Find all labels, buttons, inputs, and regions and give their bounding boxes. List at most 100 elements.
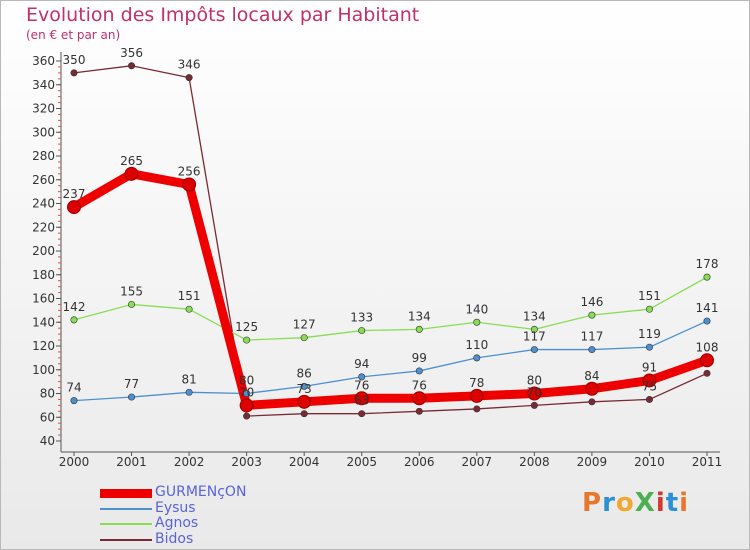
legend-swatch (100, 507, 152, 510)
data-point (645, 343, 653, 351)
data-point (358, 410, 366, 418)
legend-label: Bidos (155, 530, 194, 547)
logo-letter: o (615, 488, 635, 518)
data-point (354, 391, 369, 406)
data-point (473, 405, 481, 413)
data-point (70, 397, 78, 405)
data-point (70, 69, 78, 77)
data-point (358, 327, 366, 335)
series-line-eysus (73, 320, 708, 402)
data-point (185, 74, 193, 82)
data-point (703, 273, 711, 281)
data-label: 78 (469, 376, 484, 390)
data-label: 117 (523, 330, 546, 344)
data-point (642, 373, 657, 388)
data-label: 91 (642, 360, 657, 374)
series-line-agnos (73, 276, 708, 341)
data-label: 146 (580, 295, 603, 309)
data-point (700, 353, 714, 368)
data-point (530, 325, 538, 333)
data-label: 73 (297, 382, 312, 396)
legend-item: Agnos (100, 515, 300, 531)
data-point (530, 401, 538, 409)
y-tick-label: 120 (32, 339, 55, 353)
data-label: 108 (696, 340, 719, 354)
chart-title: Evolution des Impôts locaux par Habitant (26, 4, 420, 26)
legend-swatch (100, 538, 152, 541)
legend-swatch (100, 489, 152, 498)
y-tick-label: 160 (32, 292, 55, 306)
data-labels: 350 356 346 63 70 75 142 155 151 125 127 133 134 140 1… (63, 46, 719, 408)
data-point (412, 391, 427, 406)
legend-item: Eysus (100, 500, 300, 516)
data-point (128, 300, 136, 308)
x-tick-label: 2004 (289, 455, 320, 469)
series-line-bidos (73, 65, 708, 417)
y-tick-label: 300 (32, 125, 55, 139)
y-tick-label: 280 (32, 149, 55, 163)
data-label: 63 (354, 394, 369, 408)
x-tick-label: 2005 (346, 455, 377, 469)
data-label: 133 (350, 311, 373, 325)
y-tick-label: 60 (40, 410, 55, 424)
x-tick-label: 2006 (404, 455, 435, 469)
x-tick-label: 2008 (519, 455, 550, 469)
x-tick-label: 2010 (634, 455, 665, 469)
x-tick-label: 2007 (462, 455, 493, 469)
data-label: 140 (465, 302, 488, 316)
x-tick-label: 2011 (692, 455, 723, 469)
y-tick-label: 340 (32, 78, 55, 92)
legend-swatch (100, 523, 152, 525)
data-point (415, 367, 423, 375)
data-label: 151 (638, 289, 661, 303)
data-point (588, 398, 596, 406)
chart-subtitle: (en € et par an) (26, 28, 121, 42)
data-label: 75 (642, 379, 657, 393)
data-label: 356 (120, 46, 143, 60)
data-point (300, 382, 308, 390)
data-label: 86 (297, 366, 312, 380)
y-tick-label: 140 (32, 315, 55, 329)
data-label: 134 (523, 309, 546, 323)
data-point (182, 177, 197, 192)
data-point (239, 398, 254, 413)
legend-label: Eysus (155, 499, 196, 516)
data-point (703, 317, 711, 325)
logo-letter: r (602, 488, 616, 518)
data-label: 70 (527, 385, 542, 399)
y-tick-label: 320 (32, 102, 55, 116)
y-tick-label: 40 (40, 434, 55, 448)
legend-label: GURMENçON (155, 484, 247, 500)
y-tick-label: 180 (32, 268, 55, 282)
data-point (415, 407, 423, 415)
data-point (645, 305, 653, 313)
data-label: 178 (696, 257, 719, 271)
y-tick-label: 80 (40, 387, 55, 401)
data-label: 110 (465, 338, 488, 352)
data-label: 127 (293, 318, 316, 332)
legend-item: GURMENçON (100, 484, 300, 500)
legend-label: Agnos (155, 515, 199, 531)
data-point (297, 394, 312, 409)
data-point (358, 373, 366, 381)
legend-item: Bidos (100, 531, 300, 547)
data-point (128, 393, 136, 401)
data-label: 74 (66, 381, 81, 395)
x-tick-label: 2002 (174, 455, 205, 469)
data-label: 99 (412, 351, 427, 365)
x-tick-label: 2001 (116, 455, 147, 469)
data-label: 141 (696, 301, 719, 315)
data-label: 256 (178, 165, 201, 179)
y-tick-label: 240 (32, 197, 55, 211)
data-point (67, 200, 81, 215)
data-label: 237 (63, 187, 86, 201)
x-tick-label: 2009 (577, 455, 608, 469)
logo-letter: t (665, 488, 680, 518)
data-point (185, 305, 193, 313)
data-label: 142 (63, 300, 86, 314)
data-label: 70 (239, 385, 254, 399)
logo-letter: i (655, 488, 666, 518)
data-label: 76 (412, 378, 427, 392)
data-label: 80 (239, 374, 254, 388)
data-point (243, 412, 251, 420)
